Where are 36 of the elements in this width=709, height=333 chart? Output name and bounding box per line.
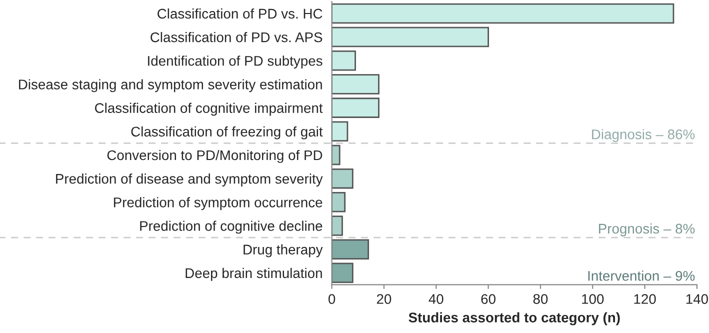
y-tick-label: Prediction of disease and symptom severity [56,174,323,186]
x-tick-label: 140 [686,294,708,304]
bar [332,121,348,142]
bar [332,262,354,284]
bar [332,192,346,212]
x-tick-label: 80 [533,294,548,304]
x-tick-label: 60 [481,294,496,304]
x-tick-label: 100 [582,294,604,304]
y-tick-label: Drug therapy [244,244,323,258]
bar [332,26,489,48]
x-tick-label: 20 [376,294,392,304]
y-tick-label: Disease staging and symptom severity estimation [19,79,322,92]
annotation: Diagnosis – 86% [592,129,695,142]
y-tick-label: Identification of PD subtypes [148,56,322,69]
bar [332,74,380,94]
y-tick-label: Prediction of symptom occurrence [114,197,322,210]
bar [332,3,674,24]
y-tick-label: Classification of freezing of gait [131,126,323,140]
y-tick-label: Conversion to PD/Monitoring of PD [107,150,322,163]
annotation: Intervention – 9% [588,270,695,281]
y-tick-label: Classification of PD vs. APS [150,32,322,42]
bar [332,168,354,189]
x-tick-label: 40 [428,294,444,304]
x-tick-label: 0 [328,294,336,304]
y-tick-label: Prediction of cognitive decline [140,220,322,234]
bar [332,216,343,236]
y-tick-label: Classification of cognitive impairment [95,102,323,116]
y-tick-label: Classification of PD vs. HC [158,8,322,19]
x-axis-title: Studies assorted to category (n) [408,312,620,326]
x-tick-label: 120 [634,294,656,304]
bar [332,98,380,118]
bar [332,144,340,166]
bar [332,50,356,71]
annotation: Prognosis – 8% [598,223,695,236]
y-tick-label: Deep brain stimulation [186,268,322,281]
bar [332,239,370,260]
